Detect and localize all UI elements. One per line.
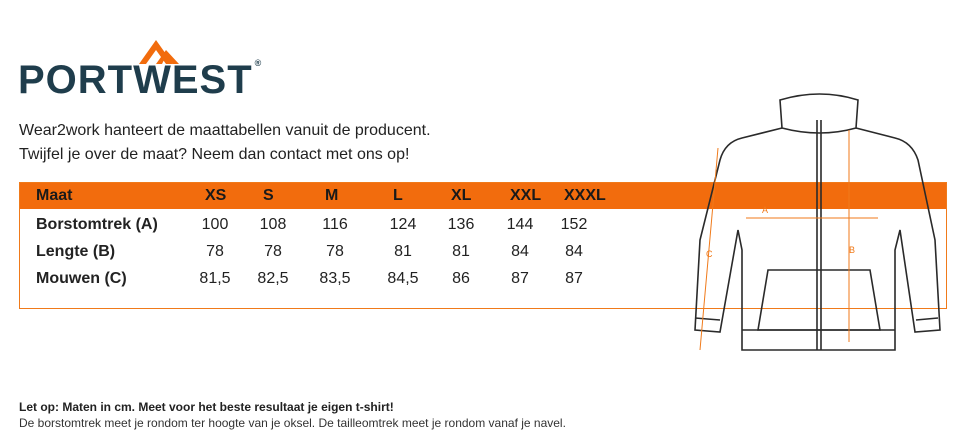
table-cell: 78: [264, 243, 282, 260]
table-cell: 136: [447, 216, 475, 233]
table-cell: 87: [565, 270, 583, 287]
table-cell: 87: [511, 270, 529, 287]
header-cell: L: [393, 187, 403, 204]
note: De borstomtrek meet je rondom ter hoogte…: [19, 416, 566, 430]
header-cell: XL: [451, 187, 472, 204]
table-cell: Borstomtrek (A): [36, 216, 158, 233]
table-cell: 84: [511, 243, 529, 260]
intro-line: Twijfel je over de maat? Neem dan contac…: [19, 146, 410, 163]
logo-mark: ®: [254, 58, 262, 68]
header-cell: XXL: [510, 187, 542, 204]
diagram-label: C: [706, 249, 713, 259]
header-cell: S: [263, 187, 274, 204]
table-cell: 81: [394, 243, 412, 260]
logo-text: PORTWEST: [18, 58, 253, 102]
table-cell: 152: [560, 216, 588, 233]
logo: PORTWEST ®: [18, 58, 261, 103]
header-cell: XS: [205, 187, 227, 204]
diagram-label: B: [849, 245, 856, 255]
table-cell: Mouwen (C): [36, 270, 127, 287]
table-cell: 83,5: [319, 270, 351, 287]
header-cell: XXXL: [564, 187, 606, 204]
header-cell: Maat: [36, 187, 73, 204]
table-cell: 81,5: [199, 270, 231, 287]
table-cell: 78: [326, 243, 344, 260]
table-cell: 124: [389, 216, 417, 233]
diagram-label: A: [762, 205, 769, 215]
logo-chevrons: [139, 40, 179, 64]
table-cell: 116: [322, 216, 348, 233]
size-table: Maat XS S M L XL XXL XXXL Borstomtrek (A) 100 108 1…: [19, 182, 947, 309]
jacket-diagram: [694, 93, 941, 351]
table-cell: 81: [452, 243, 470, 260]
header-cell: M: [325, 187, 339, 204]
table-header: [20, 183, 946, 209]
table-cell: Lengte (B): [36, 243, 116, 260]
table-cell: 100: [201, 216, 229, 233]
table-cell: 84,5: [387, 270, 419, 287]
table-cell: 144: [506, 216, 534, 233]
note: Let op: Maten in cm. Meet voor het beste…: [19, 400, 394, 414]
intro-line: Wear2work hanteert de maattabellen vanui…: [19, 122, 431, 139]
table-cell: 84: [565, 243, 583, 260]
table-cell: 86: [452, 270, 470, 287]
table-cell: 108: [259, 216, 287, 233]
table-cell: 78: [206, 243, 224, 260]
table-cell: 82,5: [257, 270, 289, 287]
